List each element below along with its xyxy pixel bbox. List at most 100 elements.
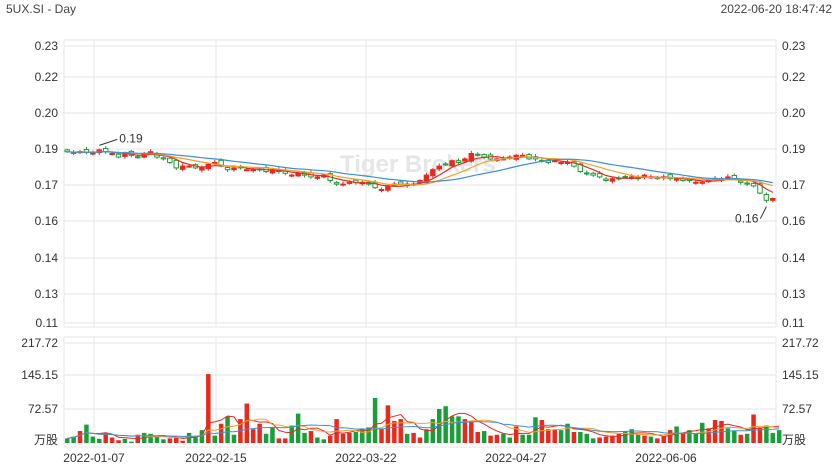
moving-averages (67, 151, 774, 193)
candle-body (584, 172, 590, 175)
volume-bar (308, 431, 314, 443)
volume-bar (456, 416, 461, 443)
volume-bar (520, 434, 525, 443)
price-tick-label-left: 0.20 (35, 106, 59, 120)
price-tick-label-left: 0.22 (35, 70, 59, 84)
volume-bar (623, 431, 628, 443)
x-tick-label: 2022-01-07 (63, 451, 125, 465)
volume-bar (206, 374, 211, 443)
volume-bar (629, 429, 634, 443)
volume-bar (488, 435, 493, 443)
volume-bar (283, 438, 288, 443)
chart-title: 5UX.SI - Day (6, 2, 77, 16)
candle-body (314, 176, 321, 179)
volume-bar (674, 426, 679, 443)
volume-bar (372, 397, 378, 443)
volume-bar (129, 441, 134, 443)
price-tick-label-right: 0.17 (782, 178, 806, 192)
volume-bar (327, 435, 333, 443)
volume-bar (590, 438, 596, 443)
timestamp: 2022-06-20 18:47:42 (720, 2, 832, 16)
x-tick-label: 2022-02-15 (185, 451, 247, 465)
candle-body (109, 153, 115, 155)
volume-bar (732, 431, 737, 443)
volume-bar (289, 425, 294, 443)
volume-bar (174, 437, 179, 443)
volume-bar (77, 431, 83, 443)
candle-body (346, 181, 353, 184)
volume-bar (513, 426, 519, 443)
candle-body (455, 160, 462, 163)
price-tick-label-left: 0.23 (35, 39, 59, 53)
volume-bar (218, 423, 224, 443)
price-tick-label-right: 0.22 (782, 70, 806, 84)
candle-body (770, 198, 776, 201)
volume-ma-line (67, 412, 780, 440)
volume-bar (392, 420, 397, 443)
volume-bar (154, 436, 160, 443)
volume-bar (167, 438, 173, 443)
candle-body (558, 162, 564, 164)
volume-bar (302, 432, 307, 443)
x-tick-label: 2022-03-22 (335, 451, 397, 465)
volume-bar (116, 440, 121, 443)
grid (63, 39, 777, 448)
volume-bar (109, 437, 115, 443)
min-annotation-leader (759, 206, 767, 219)
volume-bar (231, 434, 237, 443)
volume-tick-label-right: 72.57 (782, 402, 812, 416)
volume-bar (276, 438, 282, 443)
volume-bar (71, 436, 76, 443)
candle-body (378, 189, 385, 191)
volume-bar (526, 434, 532, 443)
volume-bar (360, 430, 365, 443)
volume-bar (603, 436, 609, 443)
volume-bar (770, 432, 776, 443)
volume-bar (481, 431, 487, 443)
candle-body (622, 176, 629, 179)
candle-body (449, 160, 455, 167)
volume-bar (558, 430, 564, 443)
volume-bar (212, 435, 217, 443)
candle-body (609, 178, 616, 182)
max-annotation-leader (99, 138, 118, 146)
volume-bar (712, 420, 718, 443)
candle-body (186, 165, 192, 168)
candle-body (699, 181, 705, 184)
volume-bar (571, 431, 577, 443)
volume-bar (578, 431, 583, 443)
volume-bar (655, 438, 660, 443)
volume-tick-label-right: 145.15 (782, 368, 819, 382)
volume-bar (680, 432, 686, 443)
price-tick-label-right: 0.20 (782, 106, 806, 120)
candle-body (737, 180, 744, 183)
candle-body (603, 178, 609, 181)
volume-tick-label-left: 217.72 (21, 336, 58, 350)
volume-bar (687, 430, 692, 443)
price-tick-label-right: 0.13 (782, 287, 806, 301)
volume-bar (347, 432, 352, 443)
volume-bar (565, 423, 570, 443)
volume-bar (321, 439, 327, 443)
volume-bar (725, 428, 731, 443)
volume-tick-label-left: 145.15 (21, 368, 58, 382)
candle-body (757, 183, 763, 194)
candle-body (693, 181, 699, 184)
volume-bar (379, 429, 384, 443)
volume-bar (642, 435, 647, 443)
x-tick-label: 2022-04-27 (485, 451, 547, 465)
volume-bar (449, 416, 455, 443)
candle-body (398, 181, 404, 185)
volume-bar (494, 434, 500, 443)
volume-bar (180, 440, 185, 443)
candle-body (167, 157, 173, 163)
volume-bar (366, 427, 371, 443)
candle-body (160, 157, 167, 160)
candle-body (179, 165, 186, 170)
candle-body (244, 169, 250, 172)
price-tick-label-right: 0.11 (782, 316, 805, 330)
volume-bar (250, 429, 256, 443)
volume-bar (404, 433, 410, 443)
price-tick-label-left: 0.19 (35, 142, 59, 156)
